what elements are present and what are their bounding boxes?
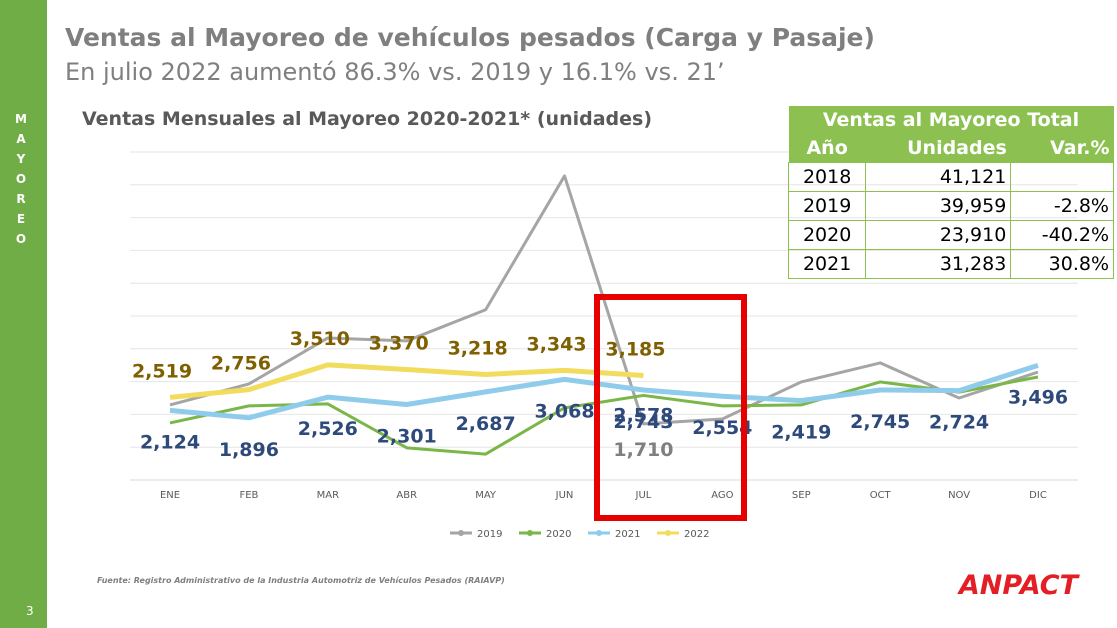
data-label: 2,124 (140, 431, 200, 453)
legend-marker (527, 530, 533, 536)
table-cell: 2021 (787, 249, 867, 279)
data-label: 3,370 (369, 332, 429, 354)
data-label: 2,578 (613, 404, 673, 426)
page-number: 3 (26, 604, 34, 618)
logo: ANPACT (957, 570, 1081, 601)
table-cell: -40.2% (1010, 220, 1114, 250)
x-tick-label: JUN (555, 490, 574, 501)
table-cell: -2.8% (1010, 191, 1114, 221)
data-label: 2,301 (377, 426, 437, 448)
table-cell: 31,283 (865, 249, 1012, 279)
legend-label: 2021 (615, 529, 640, 540)
data-label: 2,554 (692, 417, 752, 439)
data-label: 2,526 (298, 418, 358, 440)
data-label: 3,496 (1008, 386, 1068, 408)
legend-marker (596, 530, 602, 536)
slide-subtitle: En julio 2022 aumentó 86.3% vs. 2019 y 1… (65, 58, 725, 86)
legend-marker (458, 530, 464, 536)
x-tick-label: OCT (870, 490, 892, 501)
data-label: 1,710 (613, 439, 673, 461)
table-title: Ventas al Mayoreo Total (788, 106, 1114, 134)
legend-label: 2019 (477, 529, 502, 540)
table-cell (1010, 162, 1114, 192)
data-label: 2,745 (850, 411, 910, 433)
x-tick-label: ENE (160, 490, 180, 501)
data-label: 2,687 (456, 413, 516, 435)
table-body: 2018 41,121 2019 39,959 -2.8% 2020 23,910 -40.2… (787, 162, 1114, 279)
table-cell: 2020 (787, 220, 867, 250)
table-cell: 23,910 (865, 220, 1012, 250)
x-tick-label: SEP (792, 490, 811, 501)
data-label: 2,724 (929, 412, 989, 434)
data-label: 2,419 (771, 422, 831, 444)
table-header: Año Unidades Var.% (788, 134, 1114, 163)
sidebar: MAYOREO 3 (0, 0, 47, 628)
x-tick-label: AGO (711, 490, 733, 501)
x-tick-label: NOV (948, 490, 970, 501)
source-note: Fuente: Registro Administrativo de la In… (97, 576, 505, 585)
data-label: 3,185 (605, 339, 665, 361)
series-line (169, 362, 1039, 421)
x-tick-label: ABR (396, 490, 417, 501)
data-label: 2,756 (211, 353, 271, 375)
table-cell: 2019 (787, 191, 867, 221)
data-label: 1,896 (219, 439, 279, 461)
table-header-cell: Var.% (1010, 134, 1114, 163)
data-label: 2,519 (132, 360, 192, 382)
data-label: 3,218 (448, 337, 508, 359)
table-row: 2020 23,910 -40.2% (787, 220, 1114, 250)
x-tick-label: MAR (317, 490, 339, 501)
x-tick-label: FEB (239, 490, 258, 501)
table-cell: 30.8% (1010, 249, 1114, 279)
table-cell: 39,959 (865, 191, 1012, 221)
data-label: 3,510 (290, 328, 350, 350)
data-label: 2,743 (613, 411, 673, 433)
table-row: 2018 41,121 (787, 162, 1114, 192)
data-label: 3,068 (534, 400, 594, 422)
table-cell: 2018 (787, 162, 867, 192)
legend-label: 2020 (546, 529, 571, 540)
table-row: 2019 39,959 -2.8% (787, 191, 1114, 221)
chart-title: Ventas Mensuales al Mayoreo 2020-2021* (… (82, 108, 652, 130)
x-tick-label: JUL (635, 490, 652, 501)
series-line (169, 375, 1039, 456)
table-header-cell: Año (788, 134, 866, 163)
x-tick-label: DIC (1029, 490, 1047, 501)
table-cell: 41,121 (865, 162, 1012, 192)
slide-title: Ventas al Mayoreo de vehículos pesados (… (65, 23, 875, 52)
x-tick-label: MAY (475, 490, 497, 501)
series-line (169, 362, 644, 400)
highlight-box (594, 294, 747, 521)
legend-marker (665, 530, 671, 536)
sales-table: Ventas al Mayoreo Total Año Unidades Var.%… (787, 106, 1114, 279)
sidebar-label: MAYOREO (14, 112, 28, 252)
legend-label: 2022 (684, 529, 709, 540)
table-row: 2021 31,283 30.8% (787, 249, 1114, 279)
data-label: 3,343 (526, 333, 586, 355)
table-header-cell: Unidades (865, 134, 1011, 163)
